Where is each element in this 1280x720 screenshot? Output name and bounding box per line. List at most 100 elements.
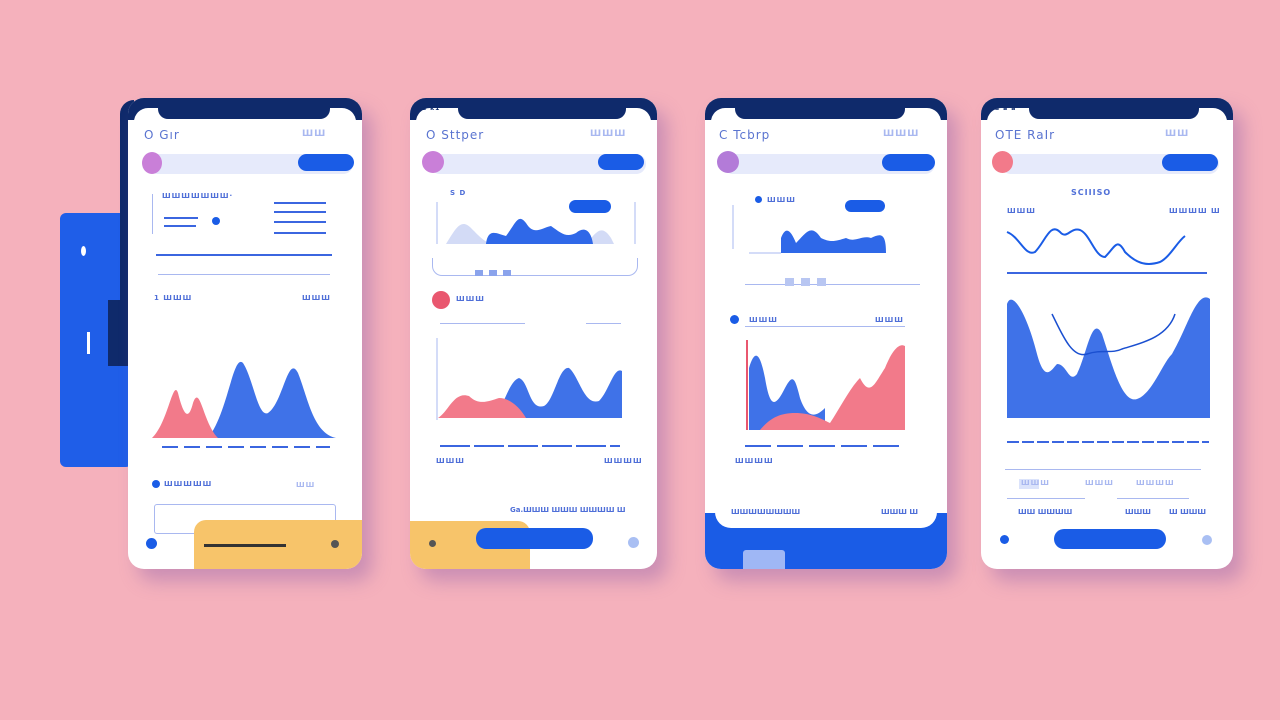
list-label: ШШШШШ — [164, 480, 213, 488]
tab-3[interactable]: ШШШШ — [1136, 479, 1175, 487]
search-input[interactable] — [430, 154, 646, 174]
carrier-text: a k1 — [422, 105, 441, 112]
chart-area-blue — [781, 230, 886, 253]
chart-area-blue — [1007, 297, 1210, 418]
divider — [1005, 469, 1201, 470]
chart-area-blue — [749, 355, 825, 430]
chart-badge[interactable] — [845, 200, 885, 212]
divider — [745, 284, 920, 285]
legend-dot — [212, 217, 220, 225]
area-chart — [436, 338, 622, 420]
legend-line — [164, 225, 196, 227]
status-text: ШШШ — [590, 129, 627, 139]
pager-dots[interactable] — [475, 270, 515, 276]
chart-badge[interactable] — [569, 200, 611, 213]
legend-line — [274, 211, 326, 213]
x-axis — [1007, 441, 1209, 443]
divider — [586, 323, 621, 324]
search-button[interactable] — [598, 154, 644, 170]
chart-area-pale — [446, 223, 614, 244]
notch — [1029, 98, 1199, 119]
card-dot — [331, 540, 339, 548]
chart-overlay-line — [1051, 313, 1176, 356]
search-button[interactable] — [298, 154, 354, 171]
chart-area-coral — [438, 395, 526, 418]
section-title: 1 ШШШ — [154, 294, 193, 302]
tab-highlight — [1019, 479, 1039, 489]
user-name: ШШШ — [456, 295, 485, 303]
chart-heading: SCIIISO — [1071, 188, 1112, 197]
search-button[interactable] — [882, 154, 935, 171]
home-tab[interactable] — [743, 550, 785, 569]
chart-area-blue — [486, 218, 593, 244]
legend-dot — [755, 196, 762, 203]
divider — [156, 254, 332, 256]
footer-text: Ga.ШШШ ШШШ ШШШШ Ш — [510, 506, 626, 514]
section-title: ШШШШШШШ· — [162, 192, 234, 200]
chart-label-left: ШШШ — [1007, 207, 1036, 215]
primary-button[interactable] — [476, 528, 593, 549]
user-avatar — [432, 291, 450, 309]
status-text: ШШ — [302, 129, 327, 139]
background-card-mark — [81, 246, 86, 256]
avatar-icon — [422, 151, 444, 173]
divider — [152, 194, 153, 234]
nav-dot[interactable] — [146, 538, 157, 549]
section-title: ШШШ — [767, 196, 796, 204]
axis-label-left: ШШШ — [436, 457, 465, 465]
phone-3: C Tcbrp ШШШ ШШШ ШШШ ШШШ ШШШШ ШШШШШШШШ ШШ… — [705, 98, 947, 569]
footer-item: ШШ ШШШШ — [1018, 508, 1073, 516]
screen-title: C Tcbrp — [719, 128, 771, 142]
section-title: ШШШ — [749, 316, 778, 324]
notch — [158, 98, 330, 119]
section-value: ШШШ — [875, 316, 904, 324]
section-value: ШШШ — [302, 294, 331, 302]
screen-title: O Gır — [144, 128, 180, 142]
chart-line — [1006, 228, 1186, 265]
chart-frame — [432, 258, 638, 276]
avatar-icon — [142, 152, 162, 174]
pager-dots[interactable] — [785, 278, 827, 286]
carrier-text: a a a — [995, 105, 1017, 112]
notch — [458, 98, 626, 119]
background-card-mark — [87, 332, 90, 354]
nav-dot[interactable] — [1202, 535, 1212, 545]
divider — [745, 326, 905, 327]
avatar-icon — [992, 151, 1013, 173]
screen-title: OTE RaIr — [995, 128, 1056, 142]
divider — [1007, 272, 1207, 274]
area-chart — [152, 361, 336, 438]
primary-button[interactable] — [1054, 529, 1166, 549]
area-chart — [746, 340, 905, 430]
area-chart — [1007, 297, 1210, 418]
area-chart-small — [732, 205, 886, 254]
screen-title: O Sttper — [426, 128, 485, 142]
status-text: ШШ — [1165, 129, 1190, 139]
footer-left: ШШШШШШШШ — [731, 508, 801, 516]
chart-area-blue — [208, 361, 336, 438]
tab-1[interactable]: ШШШ — [1021, 479, 1050, 487]
background-card-tab — [108, 300, 130, 366]
nav-dot[interactable] — [1000, 535, 1009, 544]
chart-area-coral — [760, 345, 905, 430]
divider — [1117, 498, 1189, 499]
phone-1: O Gır ШШ ШШШШШШШ· 1 ШШШ ШШШ ШШШШШ ШШ — [128, 98, 362, 569]
footer-item: ШШШ — [1125, 508, 1151, 516]
divider — [440, 323, 525, 324]
list-value: ШШ — [296, 481, 316, 489]
card-line — [204, 544, 286, 547]
divider — [158, 274, 330, 275]
x-axis — [162, 446, 330, 448]
x-axis — [440, 445, 620, 447]
footer-right: ШШШ Ш — [881, 508, 919, 516]
nav-dot[interactable] — [628, 537, 639, 548]
area-chart-small — [436, 202, 636, 244]
search-button[interactable] — [1162, 154, 1218, 171]
tab-2[interactable]: ШШШ — [1085, 479, 1114, 487]
divider — [1007, 498, 1085, 499]
avatar-icon — [717, 151, 739, 173]
legend-line — [274, 232, 326, 234]
axis-label: ШШШШ — [735, 457, 774, 465]
x-axis — [745, 445, 905, 447]
chart-area-blue — [494, 367, 622, 418]
